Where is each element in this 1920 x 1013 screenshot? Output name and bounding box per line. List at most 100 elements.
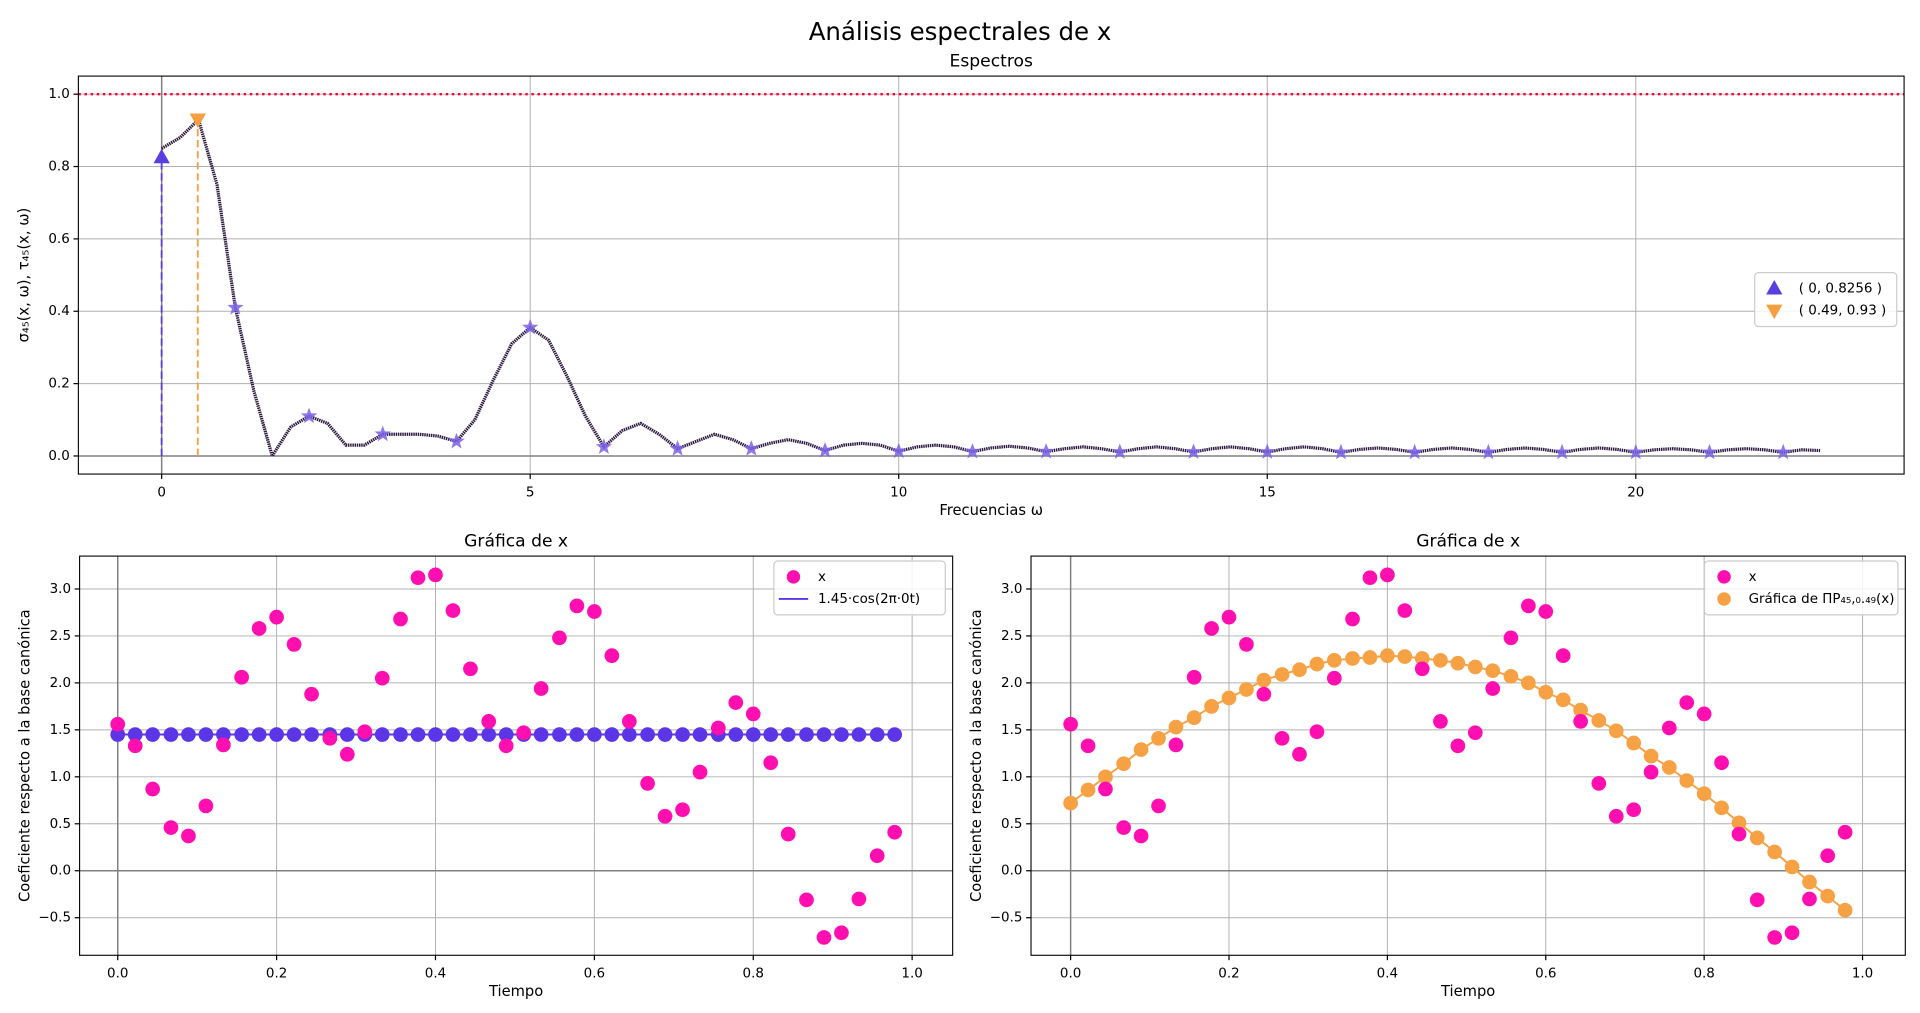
point	[1767, 844, 1782, 860]
x-axis-label: Frecuencias ω	[939, 502, 1043, 519]
point	[692, 764, 708, 780]
star-marker	[300, 407, 318, 424]
point	[234, 727, 249, 742]
x-tick-label: 0.2	[266, 967, 287, 982]
y-tick-label: 0.0	[1001, 864, 1022, 879]
point	[780, 826, 796, 842]
point	[1573, 702, 1588, 718]
x-axis-label: Tiempo	[1440, 983, 1495, 1000]
point	[322, 730, 338, 746]
point	[1503, 668, 1519, 684]
point	[1362, 570, 1378, 586]
point	[481, 727, 497, 742]
point	[304, 727, 319, 742]
point	[604, 727, 620, 742]
x-tick-label: 1.0	[901, 967, 922, 982]
star-marker	[1775, 443, 1792, 460]
point	[1151, 798, 1166, 814]
point	[1362, 650, 1378, 665]
point	[357, 724, 373, 740]
point	[1380, 648, 1395, 663]
point	[198, 798, 214, 814]
point	[533, 681, 549, 696]
star-marker	[669, 440, 686, 456]
point	[1731, 815, 1747, 831]
legend-label: 1.45·cos(2π·0t)	[818, 592, 920, 607]
star-marker	[374, 425, 391, 442]
point	[1503, 630, 1519, 646]
point	[410, 727, 426, 742]
point	[463, 727, 478, 742]
point	[393, 727, 408, 742]
point	[816, 930, 832, 945]
x-tick-label: 0	[157, 485, 166, 500]
point	[763, 727, 779, 742]
y-tick-label: −0.5	[38, 911, 71, 926]
y-tick-label: 0.4	[48, 304, 69, 319]
point	[1168, 719, 1184, 735]
point	[216, 737, 231, 753]
point	[1802, 874, 1817, 890]
point	[374, 727, 390, 742]
point	[110, 727, 126, 742]
axes-frame	[77, 75, 1905, 475]
point	[498, 738, 514, 754]
point	[587, 604, 602, 619]
y-tick-label: 3.0	[1001, 582, 1022, 597]
point	[1309, 656, 1325, 672]
legend-label: x	[1749, 570, 1757, 585]
y-tick-label: 0.0	[50, 864, 71, 879]
y-tick-label: 0.2	[48, 377, 69, 392]
star-marker	[1701, 443, 1718, 460]
point	[1643, 764, 1659, 780]
star-marker	[1111, 443, 1128, 459]
y-tick-label: 2.5	[50, 629, 71, 644]
point	[286, 637, 302, 652]
legend-box	[1754, 272, 1898, 328]
point	[1080, 738, 1096, 754]
star-marker	[964, 443, 981, 459]
point	[1538, 684, 1554, 700]
point	[1116, 756, 1132, 772]
point	[1116, 820, 1132, 835]
point	[1784, 859, 1800, 875]
point	[1837, 824, 1853, 840]
point	[1133, 828, 1149, 844]
y-tick-label: 1.5	[50, 723, 71, 738]
point	[728, 727, 744, 742]
x-tick-label: 0.6	[584, 967, 605, 982]
point	[887, 824, 903, 840]
x-tick-label: 0.0	[1060, 967, 1081, 982]
point	[1433, 653, 1448, 668]
plot-area	[78, 76, 1905, 475]
point	[1098, 769, 1113, 785]
star-marker	[1038, 443, 1055, 459]
point	[1239, 637, 1254, 652]
point	[251, 727, 267, 742]
point	[745, 727, 761, 742]
legend-label: Gráfica de ΠP₄₅,₀.₄₉(x)	[1749, 591, 1895, 607]
point	[251, 621, 267, 636]
x-tick-label: 10	[890, 485, 907, 500]
point	[481, 714, 497, 729]
point	[374, 670, 390, 686]
legend-box	[773, 560, 946, 616]
point	[1591, 776, 1607, 791]
point	[851, 727, 867, 742]
y-tick-label: 0.0	[48, 449, 69, 464]
axes-frame	[1030, 555, 1906, 956]
legend-symbol	[1717, 570, 1731, 584]
point	[1626, 802, 1642, 818]
x-tick-label: 0.4	[425, 967, 446, 982]
point	[445, 603, 461, 618]
point	[834, 925, 849, 941]
star-marker	[595, 438, 612, 454]
point	[1204, 621, 1219, 636]
point	[216, 727, 231, 742]
point	[1749, 892, 1765, 908]
point	[1414, 661, 1430, 677]
point	[692, 727, 708, 742]
star-marker	[1185, 443, 1202, 459]
series-line	[1069, 654, 1846, 911]
